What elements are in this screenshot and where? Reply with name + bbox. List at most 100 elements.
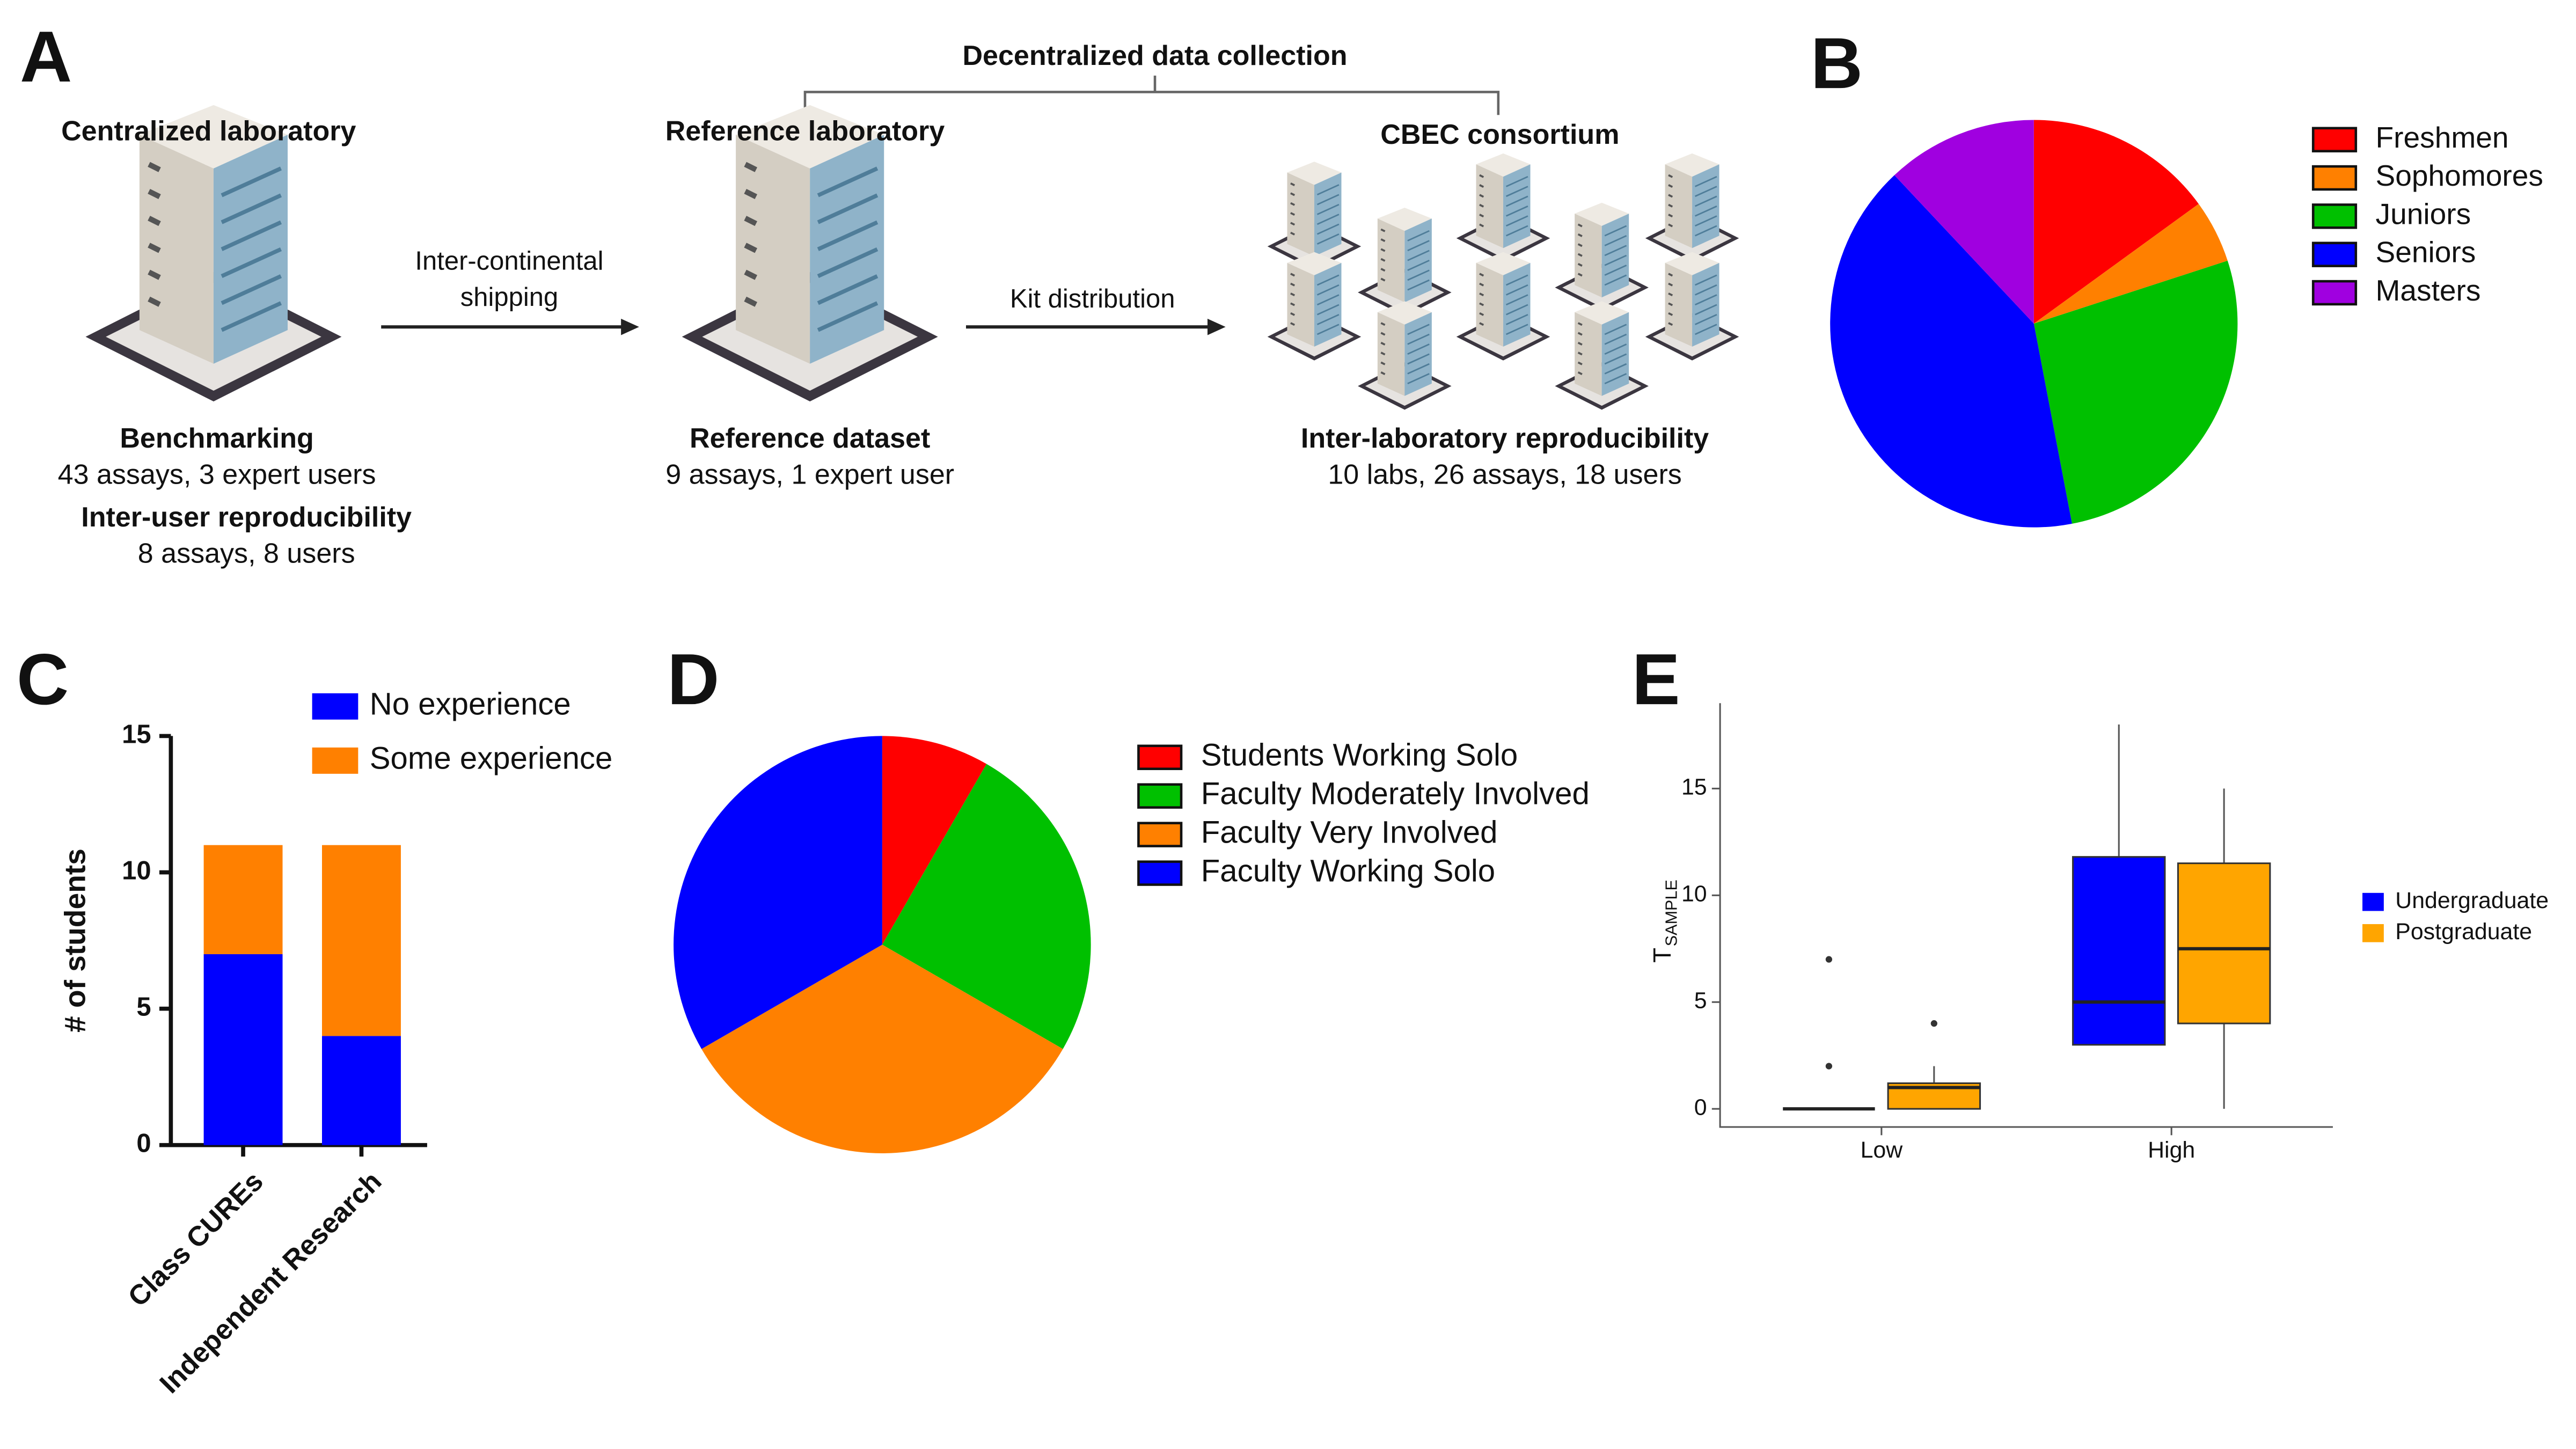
window-row [148, 296, 161, 307]
window-row [1577, 243, 1583, 247]
window-row [1290, 212, 1296, 216]
legend-swatch [2362, 892, 2384, 911]
window-row [1668, 184, 1673, 188]
window-row [1479, 282, 1484, 287]
window-row [1604, 274, 1627, 286]
building-icon [1456, 252, 1550, 361]
window-row [1577, 223, 1583, 228]
window-row [221, 247, 282, 279]
building-top [1665, 153, 1719, 177]
window-row [1380, 248, 1386, 252]
building-top [1665, 252, 1719, 275]
window-row [1479, 203, 1484, 208]
window-row [1604, 324, 1627, 335]
y-tick-label: 15 [122, 720, 151, 749]
window-row [1407, 353, 1430, 365]
building-left [1476, 262, 1504, 347]
window-row [817, 193, 879, 224]
pie-slice [674, 736, 882, 1049]
window-row [1577, 371, 1583, 375]
window-row [1380, 361, 1386, 365]
building-left [139, 135, 214, 364]
window-row [744, 269, 758, 280]
window-row [1316, 324, 1340, 335]
building-left [1575, 312, 1602, 396]
legend-label: Faculty Very Involved [1201, 815, 1498, 850]
window-row [1695, 215, 1717, 227]
building-icon [1358, 207, 1452, 316]
window-row [1407, 343, 1430, 355]
legend-label: Freshmen [2376, 121, 2509, 154]
building-icon [85, 105, 342, 402]
building-icon [1645, 153, 1739, 262]
window-row [1668, 223, 1673, 228]
pie-slice [882, 736, 987, 945]
window-row [1479, 312, 1484, 316]
y-tick-label: 10 [122, 856, 151, 885]
y-tick-label: 0 [136, 1129, 151, 1158]
window-row [1316, 184, 1340, 196]
window-row [744, 188, 758, 199]
legend-label: Seniors [2376, 236, 2476, 269]
window-row [1290, 182, 1296, 186]
window-row [1407, 363, 1430, 375]
building-left [1377, 218, 1405, 303]
window-row [1316, 284, 1340, 296]
legend-label: Masters [2376, 274, 2481, 307]
window-row [1505, 186, 1528, 197]
y-tick-label: 15 [1681, 774, 1707, 800]
window-row [1479, 194, 1484, 198]
window-row [1316, 304, 1340, 316]
node-title: Centralized laboratory [61, 116, 356, 147]
legend-swatch [1137, 860, 1183, 886]
building-left [1287, 172, 1314, 257]
window-row [1380, 332, 1386, 336]
box [2072, 856, 2166, 1046]
legend-label: Students Working Solo [1201, 738, 1518, 773]
window-row [1505, 304, 1528, 316]
building-left [1287, 262, 1314, 347]
window-row [1604, 333, 1627, 345]
window-row [1505, 313, 1528, 325]
window-row [744, 243, 758, 253]
legend-swatch [312, 693, 358, 720]
window-row [1479, 223, 1484, 228]
window-row [1695, 205, 1717, 217]
bar-segment [322, 1036, 401, 1145]
y-axis-title-sub: SAMPLE [1662, 880, 1680, 946]
outlier [1930, 1020, 1937, 1027]
section-detail: 43 assays, 3 expert users [58, 459, 376, 491]
window-row [1316, 194, 1340, 206]
window-row [221, 193, 282, 224]
window-row [817, 247, 879, 279]
window-row [1577, 361, 1583, 365]
window-row [1407, 259, 1430, 271]
window-row [1604, 235, 1627, 246]
window-row [817, 274, 879, 305]
building-icon [1456, 153, 1550, 262]
window-row [1407, 230, 1430, 241]
legend-swatch [1137, 783, 1183, 809]
edge-label: Inter-continental [415, 247, 603, 276]
window-row [221, 166, 282, 197]
y-axis-title: # of students [58, 848, 91, 1033]
edge-label: Kit distribution [1010, 284, 1175, 313]
window-row [1290, 282, 1296, 287]
pie-slice [1830, 175, 2072, 528]
edge-label: shipping [460, 283, 558, 312]
window-row [1316, 203, 1340, 215]
window-row [1316, 223, 1340, 235]
section-detail: 8 assays, 8 users [138, 538, 355, 569]
window-row [1290, 202, 1296, 206]
legend-label: Undergraduate [2395, 888, 2549, 913]
building-top [1575, 202, 1629, 226]
pie-slice [882, 764, 1091, 1049]
window-row [1577, 322, 1583, 326]
window-row [1604, 265, 1627, 276]
window-row [744, 296, 758, 307]
window-row [1604, 363, 1627, 375]
window-row [1577, 233, 1583, 237]
building-left [1665, 164, 1693, 248]
building-left [736, 135, 810, 364]
